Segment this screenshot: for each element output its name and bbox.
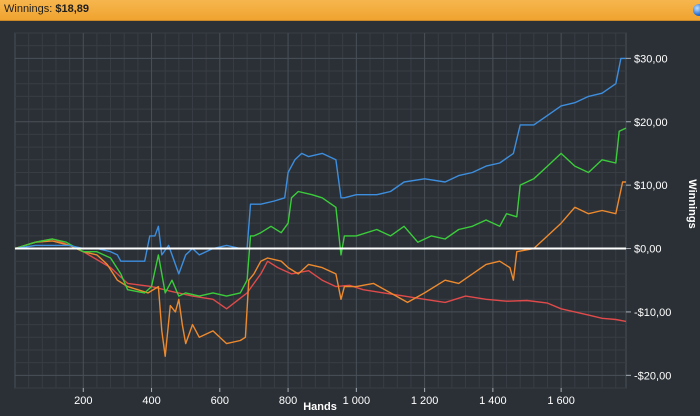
y-tick-label: $30,00 [634,53,668,65]
y-tick-label: $10,00 [634,180,668,192]
x-tick-label: 400 [142,395,160,407]
x-tick-label: 1 400 [479,395,507,407]
x-tick-label: 600 [211,395,229,407]
series-line-3 [14,127,627,297]
x-tick-label: 1 200 [411,395,439,407]
winnings-label: Winnings: [4,3,53,15]
y-tick-label: -$10,00 [634,307,671,319]
series-line-4 [14,57,626,275]
x-axis-title: Hands [303,401,337,413]
winnings-chart-panel: $30,00 $20,00 $10,00 $0,00 -$10,00 -$20,00 20… [0,21,700,416]
winnings-chart: $30,00 $20,00 $10,00 $0,00 -$10,00 -$20,00 20… [14,32,698,413]
winnings-header: Winnings: $18,89 [0,0,700,21]
y-tick-label: -$20,00 [634,370,671,382]
y-tick-label: $20,00 [634,117,668,129]
x-tick-label: 800 [279,395,297,407]
x-axis-ticks: 200 400 600 800 1 000 1 200 1 400 1 600 [74,388,575,407]
x-tick-label: 1 000 [343,395,371,407]
y-tick-label: $0,00 [634,244,662,256]
y-axis-ticks: $30,00 $20,00 $10,00 $0,00 -$10,00 -$20,00 [626,53,671,382]
x-tick-label: 200 [74,395,92,407]
winnings-value: $18,89 [55,3,90,15]
series-group [14,57,627,357]
series-line-1 [14,238,627,323]
globe-icon[interactable] [693,4,700,16]
major-gridlines [15,33,626,388]
winnings-summary: Winnings: $18,89 [4,3,89,15]
x-tick-label: 1 600 [547,395,575,407]
series-line-2 [14,181,626,357]
y-axis-title: Winnings [686,179,698,228]
